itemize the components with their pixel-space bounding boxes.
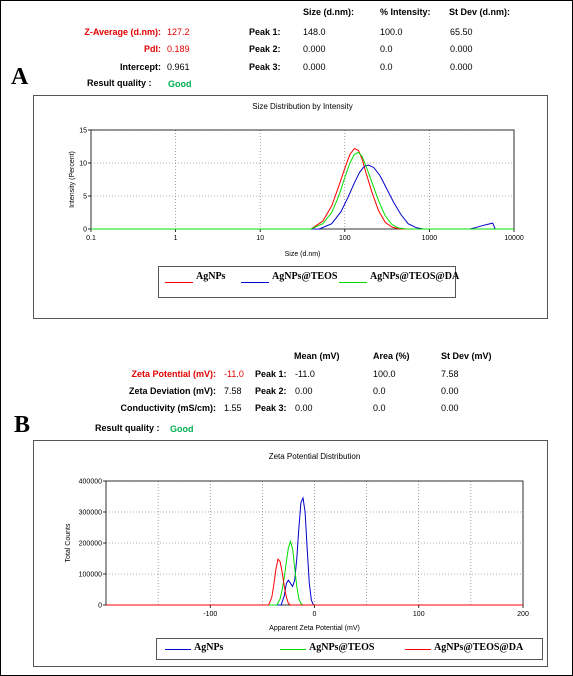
- result-quality-label-b: Result quality :: [95, 423, 160, 433]
- y-axis-label: Total Counts: [65, 523, 72, 562]
- series-line-agnps-teos: [91, 164, 514, 230]
- x-tick-label: 100: [339, 235, 351, 242]
- intercept-value: 0.961: [167, 62, 190, 72]
- pdi-value: 0.189: [167, 44, 190, 54]
- zeta-peak2-area: 0.0: [373, 386, 386, 396]
- conductivity-value: 1.55: [224, 403, 242, 413]
- series-line-agnps: [106, 496, 523, 606]
- chart-title: Zeta Potential Distribution: [269, 452, 361, 461]
- y-tick-label: 100000: [79, 572, 102, 579]
- legend-swatch-agnps: [165, 649, 191, 650]
- legend-swatch-agnps: [165, 282, 193, 283]
- size-peak3-intensity: 0.0: [380, 62, 393, 72]
- zeta-peak3-label: Peak 3:: [255, 403, 287, 413]
- series-line-agnps-teos-da: [106, 557, 523, 606]
- zeta-deviation-label: Zeta Deviation (mV):: [128, 386, 216, 396]
- size-peak2-intensity: 0.0: [380, 44, 393, 54]
- x-axis-label: Apparent Zeta Potential (mV): [269, 625, 360, 632]
- y-tick-label: 0: [98, 603, 102, 610]
- result-quality-value-b: Good: [170, 424, 194, 434]
- x-tick-label: 100: [413, 611, 425, 618]
- zeta-peak2-label: Peak 2:: [255, 386, 287, 396]
- zeta-potential-label: Zeta Potential (mV):: [131, 369, 216, 379]
- x-axis-label: Size (d.nm): [285, 251, 321, 258]
- y-tick-label: 300000: [79, 510, 102, 517]
- y-tick-label: 400000: [79, 479, 102, 486]
- zeta-stdev-header: St Dev (mV): [441, 351, 492, 361]
- intensity-header: % Intensity:: [380, 7, 431, 17]
- x-tick-label: 10000: [504, 235, 524, 242]
- zaverage-value: 127.2: [167, 27, 190, 37]
- zeta-peak3-area: 0.0: [373, 403, 386, 413]
- legend-label-agnps-teos-da: AgNPs@TEOS@DA: [370, 271, 460, 282]
- zeta-potential-chart: Zeta Potential Distribution -100 0 100 200 0 1…: [33, 440, 548, 667]
- zeta-deviation-value: 7.58: [224, 386, 242, 396]
- size-peak2-size: 0.000: [303, 44, 326, 54]
- plot-area-border: [90, 129, 515, 230]
- size-peak3-size: 0.000: [303, 62, 326, 72]
- zeta-peak1-label: Peak 1:: [255, 369, 287, 379]
- legend-swatch-agnps-teos: [280, 649, 306, 650]
- size-peak3-label: Peak 3:: [249, 62, 281, 72]
- y-tick-label: 0: [83, 227, 87, 234]
- zeta-potential-plot: Zeta Potential Distribution -100 0 100 200 0 1…: [65, 452, 529, 632]
- zeta-peak1-stdev: 7.58: [441, 369, 459, 379]
- zeta-peak2-mean: 0.00: [295, 386, 313, 396]
- mean-header: Mean (mV): [294, 351, 340, 361]
- zeta-peak2-stdev: 0.00: [441, 386, 459, 396]
- y-axis-label: Intensity (Percent): [69, 151, 76, 208]
- size-peak2-stdev: 0.000: [450, 44, 473, 54]
- x-tick-label: 200: [517, 611, 529, 618]
- zeta-peak3-mean: 0.00: [295, 403, 313, 413]
- chart-legend: AgNPs AgNPs@TEOS AgNPs@TEOS@DA: [158, 266, 460, 298]
- y-tick-label: 200000: [79, 541, 102, 548]
- size-peak3-stdev: 0.000: [450, 62, 473, 72]
- zeta-peak1-mean: -11.0: [295, 369, 315, 379]
- chart-legend: AgNPs AgNPs@TEOS AgNPs@TEOS@DA: [156, 638, 543, 660]
- x-tick-label: 1000: [422, 235, 438, 242]
- pdi-label: PdI:: [144, 44, 161, 54]
- size-peak1-label: Peak 1:: [249, 27, 281, 37]
- result-quality-value-a: Good: [168, 79, 192, 89]
- stdev-header: St Dev (d.nm):: [449, 7, 511, 17]
- y-tick-label: 10: [79, 161, 87, 168]
- chart-title: Size Distribution by Intensity: [252, 102, 353, 111]
- zeta-peak1-area: 100.0: [373, 369, 396, 379]
- zeta-peak3-stdev: 0.00: [441, 403, 459, 413]
- size-peak2-label: Peak 2:: [249, 44, 281, 54]
- y-tick-label: 5: [83, 194, 87, 201]
- series-line-agnps-teos: [106, 539, 523, 606]
- legend-swatch-agnps-teos-da: [339, 282, 367, 283]
- zaverage-label: Z-Average (d.nm):: [84, 27, 161, 37]
- size-header: Size (d.nm):: [303, 7, 354, 17]
- legend-label-agnps: AgNPs: [196, 271, 226, 282]
- series-line-agnps-teos-da: [91, 151, 514, 230]
- panel-label-a: A: [11, 64, 29, 90]
- size-peak1-intensity: 100.0: [380, 27, 403, 37]
- size-distribution-chart: Size Distribution by Intensity 0.1 1 10 100 1…: [33, 95, 548, 319]
- area-header: Area (%): [373, 351, 410, 361]
- legend-swatch-agnps-teos: [241, 282, 269, 283]
- x-tick-label: 0.1: [86, 235, 96, 242]
- x-tick-label: 1: [174, 235, 178, 242]
- zeta-potential-value: -11.0: [224, 369, 244, 379]
- x-tick-label: -100: [203, 611, 217, 618]
- legend-label-agnps-teos: AgNPs@TEOS: [309, 642, 375, 653]
- series-line-agnps: [91, 147, 514, 230]
- size-peak1-stdev: 65.50: [450, 27, 473, 37]
- conductivity-label: Conductivity (mS/cm):: [120, 403, 216, 413]
- result-quality-label-a: Result quality :: [87, 78, 152, 88]
- legend-label-agnps: AgNPs: [194, 642, 224, 653]
- x-tick-label: 10: [256, 235, 264, 242]
- legend-swatch-agnps-teos-da: [405, 649, 431, 650]
- x-tick-label: 0: [313, 611, 317, 618]
- intercept-label: Intercept:: [119, 62, 161, 72]
- y-tick-label: 15: [79, 128, 87, 135]
- size-peak1-size: 148.0: [303, 27, 326, 37]
- legend-label-agnps-teos: AgNPs@TEOS: [272, 271, 338, 282]
- panel-label-b: B: [14, 412, 31, 438]
- legend-label-agnps-teos-da: AgNPs@TEOS@DA: [434, 642, 524, 653]
